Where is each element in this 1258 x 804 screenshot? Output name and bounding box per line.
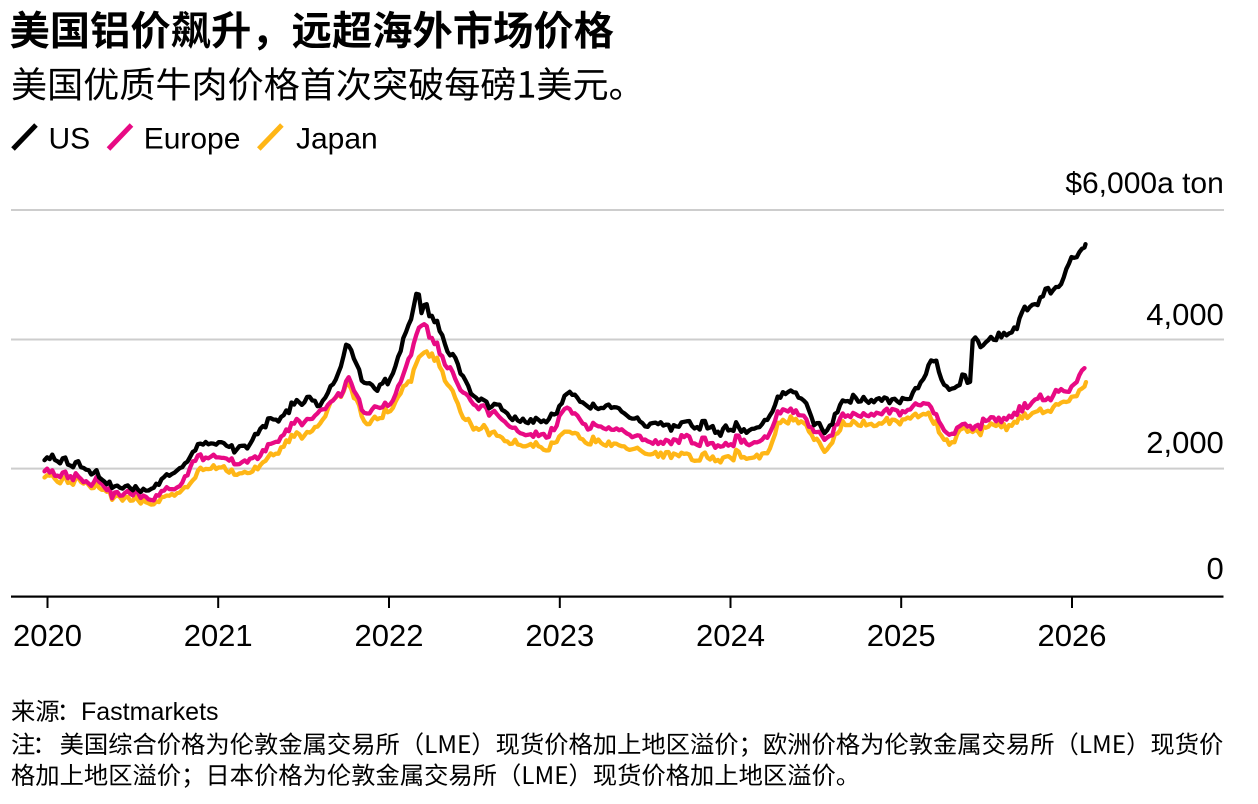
svg-text:Europe: Europe [144,122,241,155]
svg-text:2026: 2026 [1038,618,1107,653]
svg-text:2022: 2022 [355,618,424,653]
svg-text:4,000: 4,000 [1146,297,1224,332]
svg-text:$6,000a ton: $6,000a ton [1065,167,1223,200]
svg-text:2021: 2021 [184,618,253,653]
svg-text:2,000: 2,000 [1146,425,1224,460]
svg-text:2020: 2020 [13,618,82,653]
svg-text:Fastmarkets: Fastmarkets [81,698,219,726]
svg-text:US: US [49,122,91,155]
svg-text:2023: 2023 [525,618,594,653]
svg-text:2024: 2024 [696,618,765,653]
svg-text:2025: 2025 [867,618,936,653]
svg-text:0: 0 [1207,551,1224,586]
svg-text:Japan: Japan [296,122,378,155]
